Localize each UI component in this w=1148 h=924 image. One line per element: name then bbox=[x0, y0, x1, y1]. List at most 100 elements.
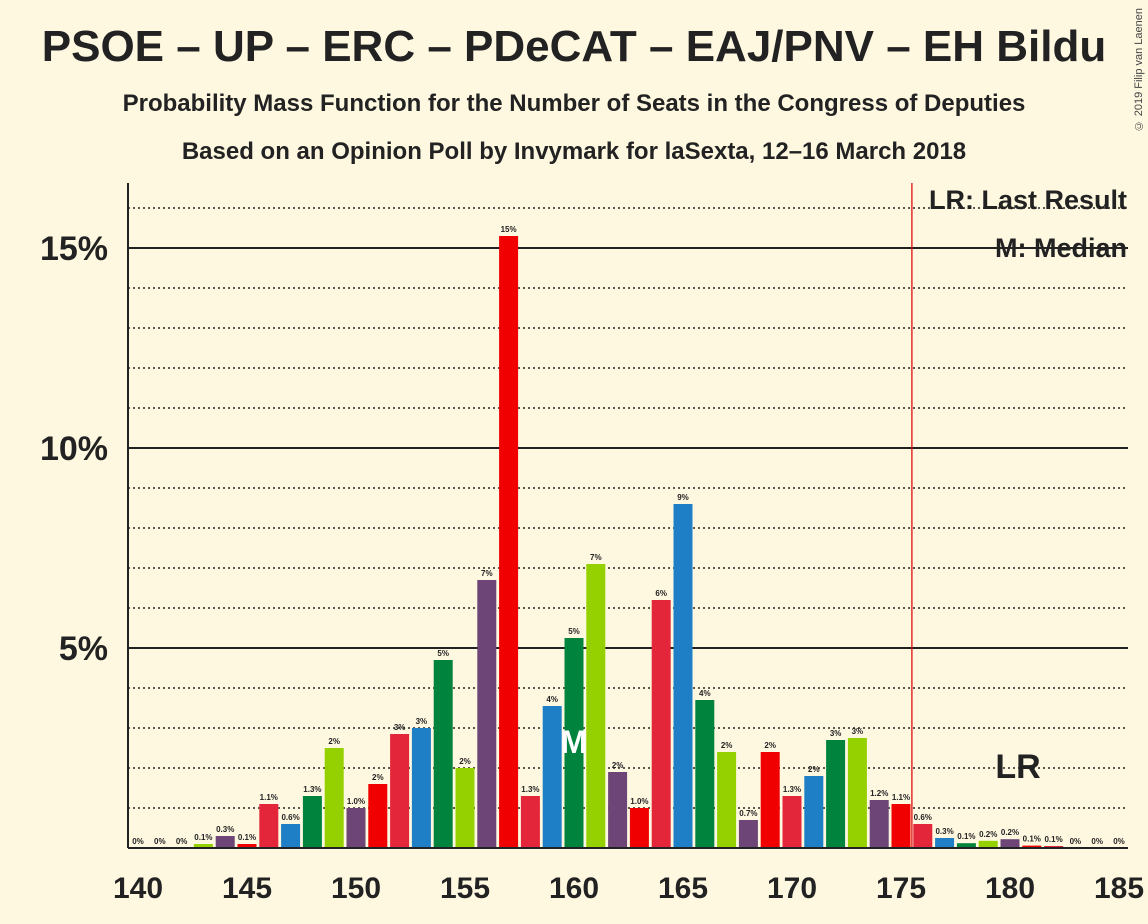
x-tick-label: 160 bbox=[549, 872, 599, 905]
bar-label-180: 0.2% bbox=[1001, 828, 1019, 837]
legend-median: M: Median bbox=[995, 233, 1127, 263]
bar-seat-155 bbox=[455, 768, 475, 848]
bar-label-150: 1.0% bbox=[347, 797, 365, 806]
chart-title: PSOE – UP – ERC – PDeCAT – EAJ/PNV – EH … bbox=[41, 22, 1107, 71]
bar-label-165: 9% bbox=[677, 493, 689, 502]
bar-seat-157 bbox=[499, 236, 519, 848]
median-marker: M bbox=[561, 724, 588, 760]
bar-seat-159 bbox=[542, 706, 562, 848]
bar-seat-152 bbox=[390, 734, 410, 848]
bar-label-141: 0% bbox=[154, 837, 166, 846]
bar-label-171: 2% bbox=[808, 765, 820, 774]
bar-seat-175 bbox=[891, 804, 911, 848]
bar-label-163: 1.0% bbox=[630, 797, 648, 806]
bar-seat-166 bbox=[695, 700, 715, 848]
bar-label-152: 3% bbox=[394, 723, 406, 732]
bar-seat-156 bbox=[477, 580, 497, 848]
x-tick-label: 180 bbox=[985, 872, 1035, 905]
bar-seat-146 bbox=[259, 804, 279, 848]
bar-label-149: 2% bbox=[328, 737, 340, 746]
bar-seat-162 bbox=[608, 772, 628, 848]
y-tick-label: 10% bbox=[40, 430, 108, 468]
bar-seat-165 bbox=[673, 504, 693, 848]
bar-label-146: 1.1% bbox=[260, 793, 278, 802]
bar-label-170: 1.3% bbox=[783, 785, 801, 794]
bar-seat-148 bbox=[302, 796, 322, 848]
x-tick-label: 170 bbox=[767, 872, 817, 905]
bar-seat-143 bbox=[193, 844, 213, 848]
chart-subtitle: Probability Mass Function for the Number… bbox=[122, 90, 1026, 117]
last-result-marker: LR bbox=[995, 748, 1040, 786]
bar-seat-168 bbox=[738, 820, 758, 848]
bar-label-151: 2% bbox=[372, 773, 384, 782]
bar-label-183: 0% bbox=[1070, 837, 1082, 846]
y-tick-label: 15% bbox=[40, 230, 108, 268]
bar-label-160: 5% bbox=[568, 627, 580, 636]
bar-label-184: 0% bbox=[1091, 837, 1103, 846]
bar-label-178: 0.1% bbox=[957, 832, 975, 841]
bar-label-182: 0.1% bbox=[1044, 835, 1062, 844]
x-tick-label: 140 bbox=[113, 872, 163, 905]
bar-label-181: 0.1% bbox=[1023, 835, 1041, 844]
bar-label-148: 1.3% bbox=[303, 785, 321, 794]
bar-label-164: 6% bbox=[655, 589, 667, 598]
chart-source: Based on an Opinion Poll by Invymark for… bbox=[181, 138, 967, 165]
bar-seat-145 bbox=[237, 844, 257, 848]
bar-label-157: 15% bbox=[501, 225, 517, 234]
bar-seat-169 bbox=[760, 752, 780, 848]
x-tick-label: 150 bbox=[331, 872, 381, 905]
bar-label-161: 7% bbox=[590, 553, 602, 562]
bar-seat-160 bbox=[564, 638, 584, 848]
bar-seat-149 bbox=[324, 748, 344, 848]
bar-seat-158 bbox=[520, 796, 540, 848]
bar-seat-164 bbox=[651, 600, 671, 848]
bar-label-144: 0.3% bbox=[216, 825, 234, 834]
bar-label-167: 2% bbox=[721, 741, 733, 750]
bar-label-172: 3% bbox=[830, 729, 842, 738]
grid-lines bbox=[128, 207, 1128, 809]
x-tick-label: 155 bbox=[440, 872, 490, 905]
bar-seat-181 bbox=[1022, 845, 1042, 848]
bar-label-158: 1.3% bbox=[521, 785, 539, 794]
bar-label-179: 0.2% bbox=[979, 830, 997, 839]
bar-label-154: 5% bbox=[437, 649, 449, 658]
bar-label-169: 2% bbox=[764, 741, 776, 750]
legend-last-result: LR: Last Result bbox=[929, 185, 1127, 215]
x-tick-label: 185 bbox=[1094, 872, 1144, 905]
x-tick-label: 145 bbox=[222, 872, 272, 905]
bar-label-173: 3% bbox=[852, 727, 864, 736]
bar-label-168: 0.7% bbox=[739, 809, 757, 818]
bar-seat-151 bbox=[368, 784, 388, 848]
bar-seat-172 bbox=[826, 740, 846, 848]
bar-label-166: 4% bbox=[699, 689, 711, 698]
x-tick-label: 165 bbox=[658, 872, 708, 905]
bar-seat-144 bbox=[215, 836, 235, 848]
bar-label-175: 1.1% bbox=[892, 793, 910, 802]
bar-seat-179 bbox=[978, 840, 998, 848]
bar-seat-167 bbox=[717, 752, 737, 848]
bar-label-176: 0.6% bbox=[914, 813, 932, 822]
bar-label-153: 3% bbox=[416, 717, 428, 726]
bar-label-159: 4% bbox=[546, 695, 558, 704]
bar-seat-161 bbox=[586, 564, 606, 848]
bar-seat-154 bbox=[433, 660, 453, 848]
bar-label-185: 0% bbox=[1113, 837, 1125, 846]
bar-seat-174 bbox=[869, 800, 889, 848]
bar-seat-173 bbox=[847, 738, 867, 848]
bar-label-156: 7% bbox=[481, 569, 493, 578]
bar-label-155: 2% bbox=[459, 757, 471, 766]
x-tick-label: 175 bbox=[876, 872, 926, 905]
bar-seat-176 bbox=[913, 824, 933, 848]
bar-seat-178 bbox=[956, 843, 976, 848]
bars bbox=[193, 236, 1064, 848]
bar-seat-153 bbox=[411, 728, 431, 848]
bar-label-142: 0% bbox=[176, 837, 188, 846]
bar-seat-177 bbox=[935, 838, 955, 848]
bar-seat-170 bbox=[782, 796, 802, 848]
bar-seat-180 bbox=[1000, 839, 1020, 848]
bar-label-177: 0.3% bbox=[935, 827, 953, 836]
bar-label-162: 2% bbox=[612, 761, 624, 770]
bar-label-147: 0.6% bbox=[281, 813, 299, 822]
bar-seat-171 bbox=[804, 776, 824, 848]
